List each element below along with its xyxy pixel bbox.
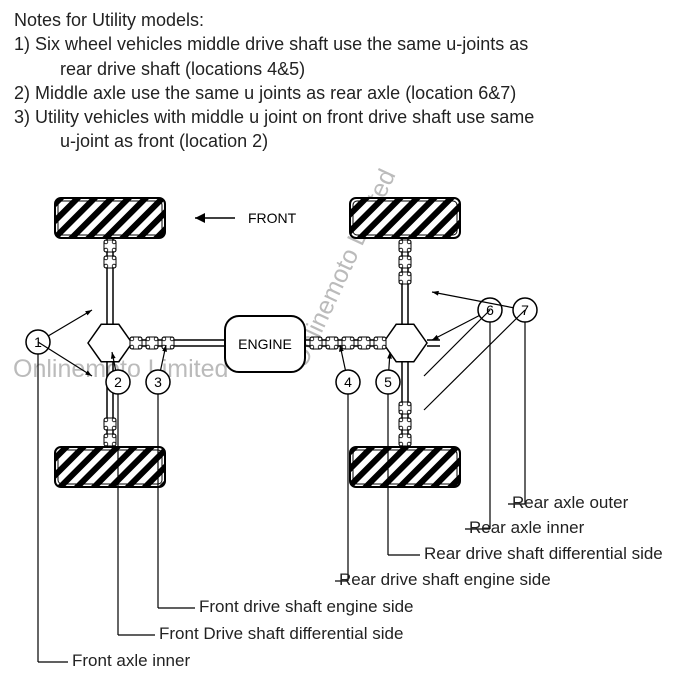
- callout-7: 7: [521, 302, 529, 318]
- leader-label: Front Drive shaft differential side: [159, 624, 403, 644]
- leader-label: Front drive shaft engine side: [199, 597, 414, 617]
- leader-label: Front axle inner: [72, 651, 190, 671]
- callout-5: 5: [384, 374, 392, 390]
- leader-label: Rear axle inner: [469, 518, 584, 538]
- leader-label: Rear drive shaft differential side: [424, 544, 663, 564]
- drivetrain-diagram: ENGINEFRONT1234567: [0, 0, 700, 700]
- callout-6: 6: [486, 302, 494, 318]
- leader-label: Rear drive shaft engine side: [339, 570, 551, 590]
- leader-label: Rear axle outer: [512, 493, 628, 513]
- callout-3: 3: [154, 374, 162, 390]
- engine-label: ENGINE: [238, 336, 292, 352]
- front-label: FRONT: [248, 210, 297, 226]
- callout-4: 4: [344, 374, 352, 390]
- callout-2: 2: [114, 374, 122, 390]
